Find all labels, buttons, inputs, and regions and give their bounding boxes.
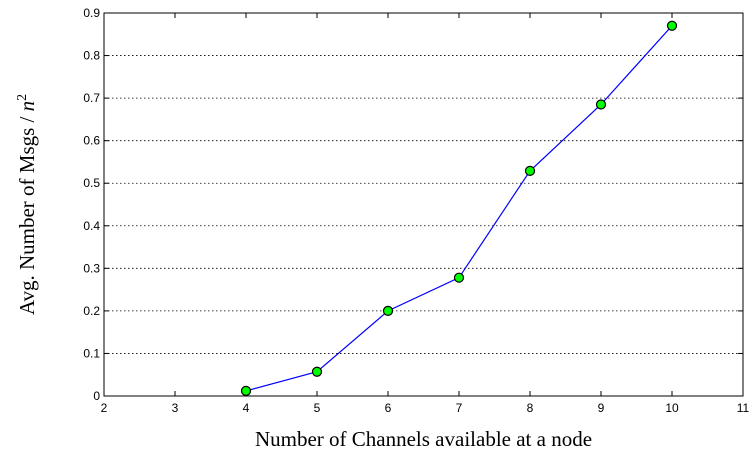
data-point-marker — [453, 272, 465, 283]
x-tick-label: 3 — [172, 401, 179, 415]
y-tick-label: 0.7 — [83, 91, 100, 105]
axes: 0 0.1 0.2 0.3 0.4 0.5 0.6 0.7 0.8 0.9 2 3 4 5 6 7 8 9 10 11 — [83, 6, 749, 415]
data-point-marker — [595, 99, 607, 110]
y-tick-label: 0.5 — [83, 176, 100, 190]
x-tick-label: 10 — [665, 401, 679, 415]
x-axis-label: Number of Channels available at a node — [255, 427, 592, 451]
y-axis-label-text: Avg. Number of Msgs / — [15, 111, 39, 315]
x-tick-label: 2 — [101, 401, 108, 415]
grid-lines — [104, 55, 743, 354]
x-tick-label: 5 — [314, 401, 321, 415]
x-tick-label: 4 — [243, 401, 250, 415]
data-series — [240, 20, 678, 396]
y-axis-label-variable: n — [15, 101, 39, 112]
data-point-marker — [240, 385, 252, 396]
y-tick-label: 0 — [93, 389, 100, 403]
x-tick-label: 6 — [385, 401, 392, 415]
plot-area — [104, 13, 743, 396]
y-axis-label-exponent: 2 — [15, 94, 30, 101]
data-point-marker — [311, 366, 323, 377]
y-tick-label: 0.3 — [83, 261, 100, 275]
y-tick-label: 0.1 — [83, 346, 100, 360]
data-point-marker — [382, 305, 394, 316]
y-axis-label: Avg. Number of Msgs / n2 — [15, 94, 39, 315]
y-tick-label: 0.8 — [83, 49, 100, 63]
y-tick-label: 0.4 — [83, 219, 100, 233]
data-point-marker — [524, 165, 536, 176]
x-tick-label: 11 — [737, 401, 750, 415]
axes-frame — [103, 12, 744, 397]
data-point-marker — [666, 20, 678, 31]
x-tick-label: 9 — [598, 401, 605, 415]
y-tick-label: 0.6 — [83, 134, 100, 148]
y-tick-label: 0.9 — [83, 6, 100, 20]
x-tick-label: 7 — [456, 401, 463, 415]
x-tick-label: 8 — [527, 401, 534, 415]
y-tick-label: 0.2 — [83, 304, 100, 318]
